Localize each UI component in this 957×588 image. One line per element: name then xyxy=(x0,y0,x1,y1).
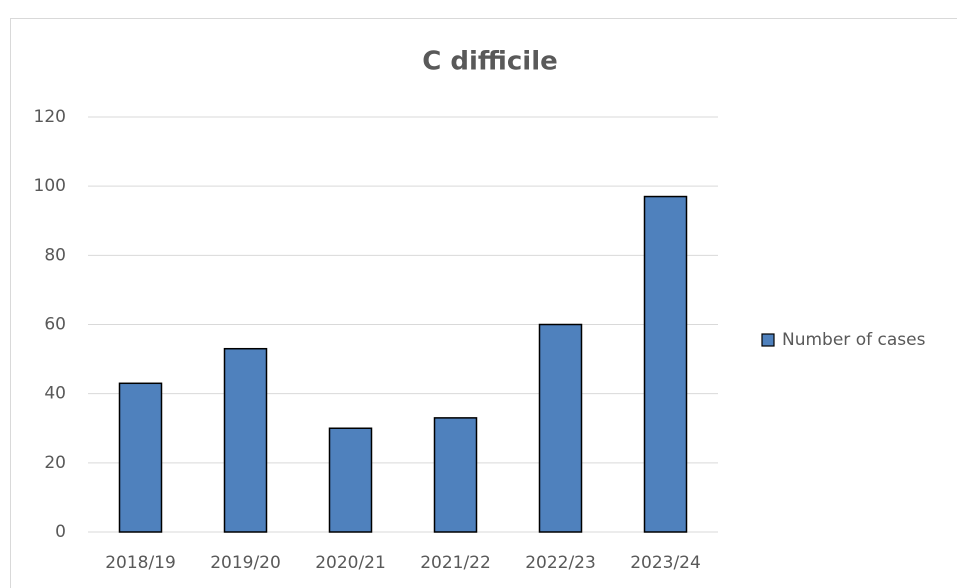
bar xyxy=(433,417,478,533)
bar xyxy=(538,323,583,533)
bar xyxy=(118,382,163,533)
chart-frame xyxy=(10,18,957,588)
y-tick-label: 100 xyxy=(34,176,66,196)
y-tick-label: 60 xyxy=(44,315,66,335)
x-tick-label: 2018/19 xyxy=(105,553,176,573)
bar xyxy=(328,427,373,533)
bar xyxy=(643,195,688,533)
y-tick-label: 40 xyxy=(44,384,66,404)
legend-swatch xyxy=(761,333,775,347)
bar xyxy=(223,347,268,533)
x-tick-label: 2021/22 xyxy=(420,553,491,573)
x-tick-label: 2023/24 xyxy=(630,553,701,573)
x-tick-label: 2022/23 xyxy=(525,553,596,573)
y-tick-label: 80 xyxy=(44,245,66,265)
y-tick-label: 120 xyxy=(34,107,66,127)
y-tick-label: 0 xyxy=(55,522,66,542)
y-tick-label: 20 xyxy=(44,453,66,473)
x-tick-label: 2020/21 xyxy=(315,553,386,573)
x-tick-label: 2019/20 xyxy=(210,553,281,573)
legend-label: Number of cases xyxy=(782,330,926,350)
chart-title: C difficile xyxy=(422,47,558,77)
